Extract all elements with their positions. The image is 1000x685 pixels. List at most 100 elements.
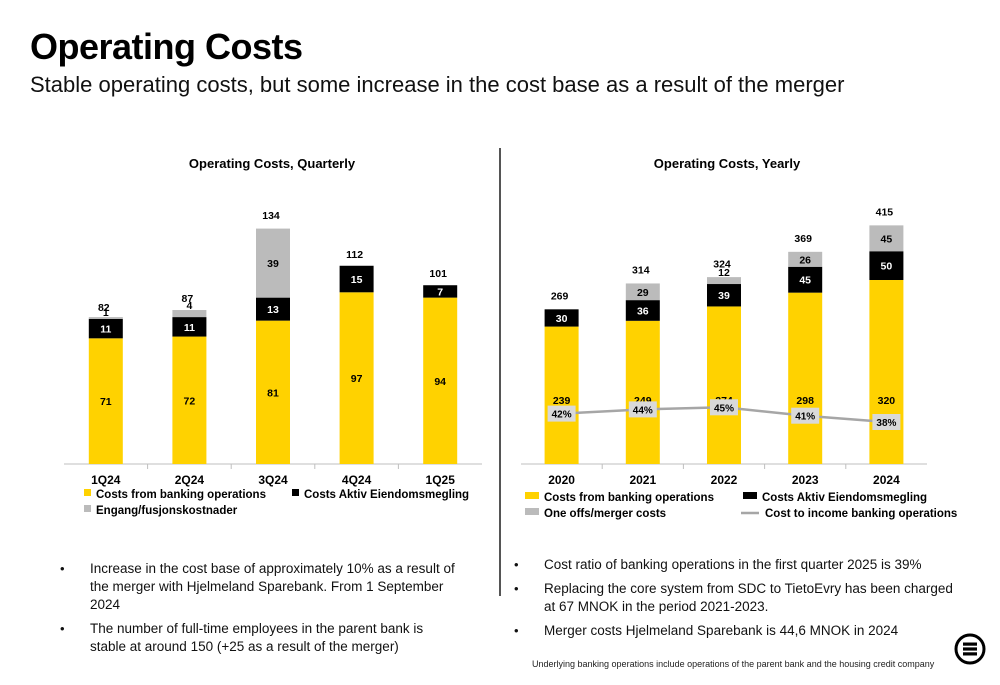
data-label: 1 [103,307,109,319]
bullet-item: Replacing the core system from SDC to Ti… [514,580,954,616]
data-label: 29 [637,287,649,299]
bar-segment [625,320,660,464]
data-label: 39 [718,290,730,302]
bullet-list-left: Increase in the cost base of approximate… [60,560,460,662]
legend-swatch [525,508,539,515]
legend-label: Engang/fusjonskostnader [96,505,238,517]
data-label: 71 [100,396,112,408]
total-label: 101 [429,268,447,280]
bar-segment [256,297,290,321]
data-label: 4 [186,300,192,312]
data-label: 36 [637,305,649,317]
x-tick-label: 3Q24 [258,473,288,487]
chart-title: Operating Costs, Yearly [654,156,801,171]
bullet-item: Merger costs Hjelmeland Sparebank is 44,… [514,622,954,640]
data-label: 12 [718,267,730,279]
total-label: 269 [551,290,569,302]
bullet-item: The number of full-time employees in the… [60,620,460,656]
bar-segment [788,292,823,464]
x-tick-label: 2022 [711,473,738,487]
x-tick-label: 2024 [873,473,900,487]
total-label: 134 [262,210,280,222]
data-label: 97 [351,373,363,385]
x-tick-label: 2020 [548,473,575,487]
ratio-label: 38% [876,418,896,429]
legend-label: Costs Aktiv Eiendomsmegling [304,489,469,501]
legend-label: Costs from banking operations [96,489,266,501]
total-label: 415 [876,206,894,218]
bar-segment [625,283,660,301]
bullet-list-right: Cost ratio of banking operations in the … [514,556,954,646]
data-label: 11 [184,322,195,334]
ratio-label-bg [547,405,576,422]
bar-segment [339,292,374,464]
legend-label: Cost to income banking operations [765,508,957,520]
footnote: Underlying banking operations include op… [532,659,935,669]
bar-segment [625,300,660,321]
x-tick-label: 2Q24 [175,473,205,487]
ratio-label: 45% [714,403,734,414]
legend-swatch [292,489,299,496]
total-label: 369 [794,233,812,245]
bar-segment [707,277,741,285]
legend-label: Costs from banking operations [544,492,714,504]
legend-swatch [525,492,539,499]
chart-title: Operating Costs, Quarterly [189,156,356,171]
legend-label: One offs/merger costs [544,508,666,520]
bar-segment [339,265,374,293]
data-label: 45 [799,275,811,287]
data-label: 15 [351,274,363,286]
x-tick-label: 2021 [629,473,656,487]
bar-segment [172,336,207,464]
chart-yearly: Operating Costs, Yearly23930269202024936… [521,156,957,520]
data-label: 94 [434,376,446,388]
bank-logo-icon [954,633,986,665]
bullet-item: Cost ratio of banking operations in the … [514,556,954,574]
bar-segment [172,317,207,337]
ratio-label-bg [710,399,738,416]
ratio-label-bg [628,401,657,418]
data-label: 26 [799,254,811,266]
x-tick-label: 4Q24 [342,473,372,487]
bar-segment [88,317,123,319]
total-label: 82 [98,302,110,314]
data-label: 50 [881,261,893,273]
page-title: Operating Costs [30,26,303,67]
bar-segment [788,266,823,293]
ratio-label-bg [791,407,820,424]
data-label: 39 [267,258,279,270]
bar-segment [256,228,290,298]
bar-segment [869,280,904,464]
legend-label: Costs Aktiv Eiendomsmegling [762,492,927,504]
data-label: 298 [796,395,814,407]
x-tick-label: 1Q25 [426,473,456,487]
bullet-item: Increase in the cost base of approximate… [60,560,460,614]
x-tick-label: 2023 [792,473,819,487]
total-label: 87 [182,293,194,305]
data-label: 81 [267,387,279,399]
data-label: 72 [184,395,196,407]
bar-segment [707,284,741,307]
total-label: 314 [632,264,650,276]
ratio-label: 41% [795,412,815,423]
chart-divider [499,148,501,596]
bar-segment [544,309,579,327]
bar-segment [707,306,741,464]
ratio-label-bg [872,414,901,430]
data-label: 239 [553,395,571,407]
bar-segment [423,285,458,298]
total-label: 112 [346,249,363,261]
data-label: 320 [878,395,896,407]
data-label: 30 [556,313,568,325]
total-label: 324 [713,259,731,271]
ratio-label: 44% [633,405,653,416]
data-label: 45 [881,233,893,245]
data-label: 7 [437,286,443,298]
data-label: 13 [267,304,279,316]
data-label: 11 [100,324,111,336]
bar-segment [172,310,207,318]
bar-segment [88,318,123,339]
bar-segment [423,297,458,464]
legend-swatch [743,492,757,499]
x-tick-label: 1Q24 [91,473,121,487]
